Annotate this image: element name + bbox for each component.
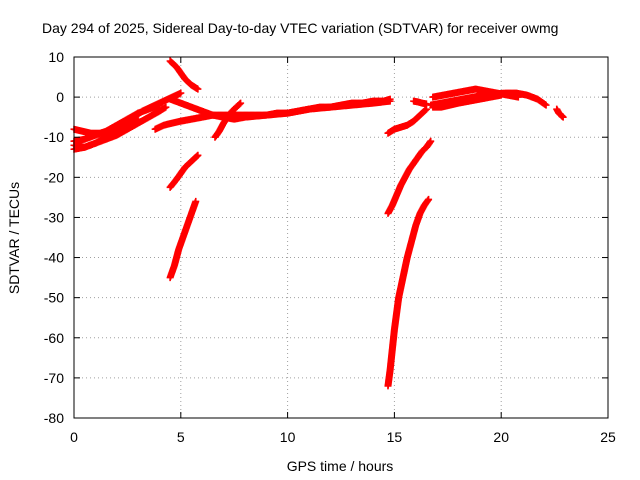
data-point bbox=[425, 195, 433, 203]
data-point bbox=[194, 151, 202, 159]
series-sat-l bbox=[384, 137, 435, 217]
y-tick-label: -20 bbox=[44, 169, 64, 185]
data-point bbox=[194, 85, 202, 93]
series-sat-e bbox=[130, 89, 185, 121]
y-tick-label: -60 bbox=[44, 330, 64, 346]
x-axis-label: GPS time / hours bbox=[287, 458, 394, 474]
x-tick-label: 10 bbox=[280, 429, 296, 445]
y-tick-label: 0 bbox=[56, 89, 64, 105]
series-sat-k bbox=[166, 197, 200, 282]
series-sat-o bbox=[410, 97, 430, 108]
x-tick-label: 0 bbox=[70, 429, 78, 445]
plot-frame bbox=[73, 56, 609, 419]
data-point bbox=[236, 100, 244, 108]
data-point bbox=[192, 197, 200, 205]
data-point bbox=[559, 113, 567, 121]
series-sat-r bbox=[429, 91, 505, 111]
data-points bbox=[70, 57, 567, 390]
series-sat-m bbox=[384, 195, 433, 390]
x-tick-label: 5 bbox=[177, 429, 185, 445]
y-tick-label: -50 bbox=[44, 290, 64, 306]
data-point bbox=[386, 97, 394, 105]
y-tick-label: -40 bbox=[44, 250, 64, 266]
series-sat-n bbox=[384, 105, 430, 137]
data-point bbox=[422, 100, 430, 108]
y-tick-label: -70 bbox=[44, 370, 64, 386]
x-tick-label: 15 bbox=[387, 429, 403, 445]
x-tick-label: 25 bbox=[600, 429, 616, 445]
series-sat-h bbox=[166, 57, 202, 93]
y-tick-label: -30 bbox=[44, 209, 64, 225]
series-sat-j bbox=[166, 151, 202, 191]
series-sat-i bbox=[211, 99, 245, 141]
series-sat-s bbox=[553, 105, 567, 121]
data-point bbox=[427, 137, 435, 145]
y-axis-label: SDTVAR / TECUs bbox=[6, 182, 22, 294]
data-point bbox=[542, 101, 550, 109]
x-tick-label: 20 bbox=[493, 429, 509, 445]
y-tick-label: 10 bbox=[48, 49, 64, 65]
data-point bbox=[497, 91, 505, 99]
series-sat-d bbox=[70, 115, 142, 151]
data-point bbox=[177, 89, 185, 97]
series-sat-g bbox=[166, 95, 394, 123]
y-tick-label: -10 bbox=[44, 129, 64, 145]
data-point bbox=[162, 103, 170, 111]
y-tick-label: -80 bbox=[44, 410, 64, 426]
data-point bbox=[237, 99, 245, 107]
axis-ticks: 0 5 10 15 20 25 10 0 -10 -20 -30 -40 -50 -60 -70 -80 bbox=[44, 49, 616, 445]
data-point bbox=[514, 93, 522, 101]
chart-title: Day 294 of 2025, Sidereal Day-to-day VTE… bbox=[42, 20, 558, 36]
